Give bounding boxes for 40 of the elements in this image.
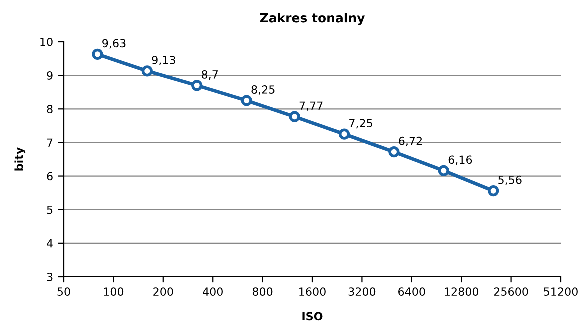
point [289,111,300,122]
y-tick-label: 5 [47,206,53,214]
x-tick-label: 51200 [544,288,578,296]
x-tick-label: 1600 [300,288,326,296]
point [488,186,500,197]
point [92,48,104,60]
point [241,95,252,106]
y-axis-title: bity [14,148,26,171]
data-label: 7,77 [300,102,323,112]
y-tick-label: 6 [47,172,53,181]
point [142,66,153,77]
y-tick-label: 3 [47,272,53,282]
x-tick-label: 400 [203,288,223,296]
y-tick-label: 7 [47,138,53,147]
data-label: 9,63 [102,39,126,49]
y-tick-label: 4 [47,240,53,248]
y-tick-label: 9 [47,72,53,80]
data-label: 6,72 [399,136,422,146]
data-label: 9,13 [152,56,176,66]
data-label: 6,16 [448,156,472,166]
x-tick-label: 200 [154,288,174,296]
x-tick-label: 3200 [348,288,376,296]
point [388,146,400,158]
point [192,80,203,92]
x-tick-label: 800 [252,288,273,296]
x-tick-label: 6400 [398,288,426,296]
data-label: 7,25 [350,119,372,129]
data-label: 8,25 [252,86,275,96]
data-label: 5,56 [498,176,522,186]
point [338,128,350,140]
y-tick-label: 10 [40,38,53,46]
x-tick-label: 50 [58,288,70,296]
x-tick-label: 100 [104,288,124,296]
chart-title: Zakres tonalny [260,13,366,26]
y-tick-label: 8 [47,105,53,114]
data-label: 8,7 [202,70,218,80]
point [438,165,450,176]
x-axis-title: ISO [302,312,323,321]
x-tick-label: 12800 [445,288,479,296]
x-tick-label: 25600 [494,288,528,296]
